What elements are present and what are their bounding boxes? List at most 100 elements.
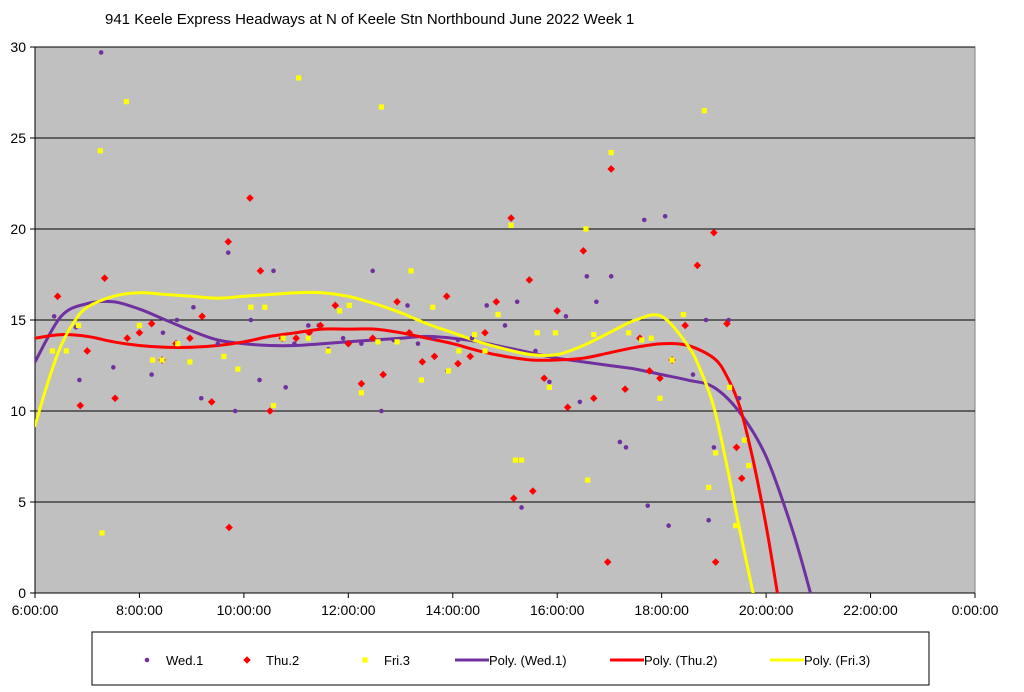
data-point xyxy=(305,335,311,341)
data-point xyxy=(540,374,548,383)
data-point xyxy=(553,307,562,315)
y-tick-label: 0 xyxy=(18,585,26,601)
data-point xyxy=(370,268,376,274)
data-point xyxy=(533,348,538,354)
trendline-poly-wed-1- xyxy=(35,299,812,593)
data-point xyxy=(713,450,719,456)
data-point xyxy=(149,357,156,363)
data-point xyxy=(563,403,572,412)
data-point xyxy=(736,395,742,401)
legend-label: Poly. (Fri.3) xyxy=(804,653,870,668)
data-point xyxy=(51,314,57,319)
data-point xyxy=(518,457,525,463)
x-axis-tick-labels: 6:00:00 8:00:00 10:00:00 12:00:00 14:00:00 16… xyxy=(12,602,999,618)
legend-label: Fri.3 xyxy=(384,653,410,668)
data-point xyxy=(248,304,254,310)
y-tick-label: 25 xyxy=(10,130,26,146)
data-point xyxy=(603,558,612,566)
data-point xyxy=(455,337,461,343)
data-point xyxy=(408,268,414,274)
data-point xyxy=(379,408,384,414)
data-point xyxy=(271,268,276,274)
data-point xyxy=(430,352,439,361)
data-point xyxy=(594,299,599,305)
data-point xyxy=(431,335,436,341)
y-tick-label: 10 xyxy=(10,403,26,419)
y-tick-label: 15 xyxy=(10,312,26,328)
y-tick-label: 5 xyxy=(18,494,26,510)
legend-marker xyxy=(144,657,150,663)
y-axis-tick-labels: 0 5 10 15 20 25 30 xyxy=(10,39,26,601)
data-point xyxy=(198,312,206,321)
data-point xyxy=(552,330,559,336)
data-point xyxy=(680,311,687,318)
data-point xyxy=(641,217,647,223)
data-point xyxy=(198,395,204,401)
data-point xyxy=(737,474,746,483)
data-points xyxy=(49,50,752,566)
data-point xyxy=(583,226,589,232)
data-point xyxy=(657,395,663,401)
data-point xyxy=(666,523,671,528)
data-point xyxy=(76,401,85,410)
data-point xyxy=(621,385,629,393)
data-point xyxy=(174,317,180,323)
legend-label: Wed.1 xyxy=(166,653,203,668)
data-point xyxy=(529,487,537,495)
data-point xyxy=(149,372,154,377)
data-point xyxy=(495,311,501,318)
data-point xyxy=(430,304,436,310)
data-point xyxy=(256,267,265,275)
data-point xyxy=(418,377,425,383)
data-point xyxy=(305,323,311,328)
data-point xyxy=(442,292,451,301)
legend: Wed.1 Thu.2 Fri.3 Poly. (Wed.1) Poly. (Thu.2… xyxy=(144,653,870,668)
data-point xyxy=(415,341,421,346)
data-point xyxy=(98,50,104,55)
data-point xyxy=(159,357,165,363)
data-point xyxy=(215,341,221,346)
data-point xyxy=(623,445,629,450)
data-point xyxy=(589,394,598,403)
data-point xyxy=(257,377,262,383)
x-tick-label: 12:00:00 xyxy=(321,602,376,618)
data-point xyxy=(186,334,194,342)
data-point xyxy=(445,368,452,374)
data-point xyxy=(502,323,508,328)
data-point xyxy=(136,322,143,329)
x-tick-label: 0:00:00 xyxy=(952,602,999,618)
data-point xyxy=(368,334,377,342)
data-point xyxy=(135,328,144,337)
data-point xyxy=(607,165,615,173)
data-point xyxy=(337,308,343,314)
data-point xyxy=(225,250,231,255)
data-point xyxy=(207,398,216,406)
data-point xyxy=(344,339,353,348)
data-point xyxy=(100,274,109,282)
data-point xyxy=(292,334,300,342)
data-point xyxy=(123,334,132,342)
data-point xyxy=(221,353,227,359)
data-point xyxy=(325,348,331,354)
data-point xyxy=(175,341,181,347)
data-point xyxy=(690,372,696,377)
data-point xyxy=(378,104,385,110)
data-point xyxy=(77,377,82,383)
data-point xyxy=(111,394,119,403)
data-point xyxy=(292,341,297,346)
data-point xyxy=(512,457,519,463)
data-point xyxy=(732,443,741,452)
legend-entry: Poly. (Wed.1) xyxy=(455,653,567,668)
legend-marker xyxy=(243,656,251,664)
data-point xyxy=(645,367,654,375)
legend-label: Poly. (Wed.1) xyxy=(489,653,567,668)
data-point xyxy=(723,319,731,328)
data-point xyxy=(648,335,654,341)
legend-entry: Wed.1 xyxy=(144,653,203,668)
data-point xyxy=(617,439,623,445)
data-point xyxy=(525,276,534,284)
x-tick-label: 6:00:00 xyxy=(12,602,59,618)
data-point xyxy=(625,330,632,336)
gridlines xyxy=(30,46,976,598)
trendline-poly-fri-3- xyxy=(35,290,755,593)
